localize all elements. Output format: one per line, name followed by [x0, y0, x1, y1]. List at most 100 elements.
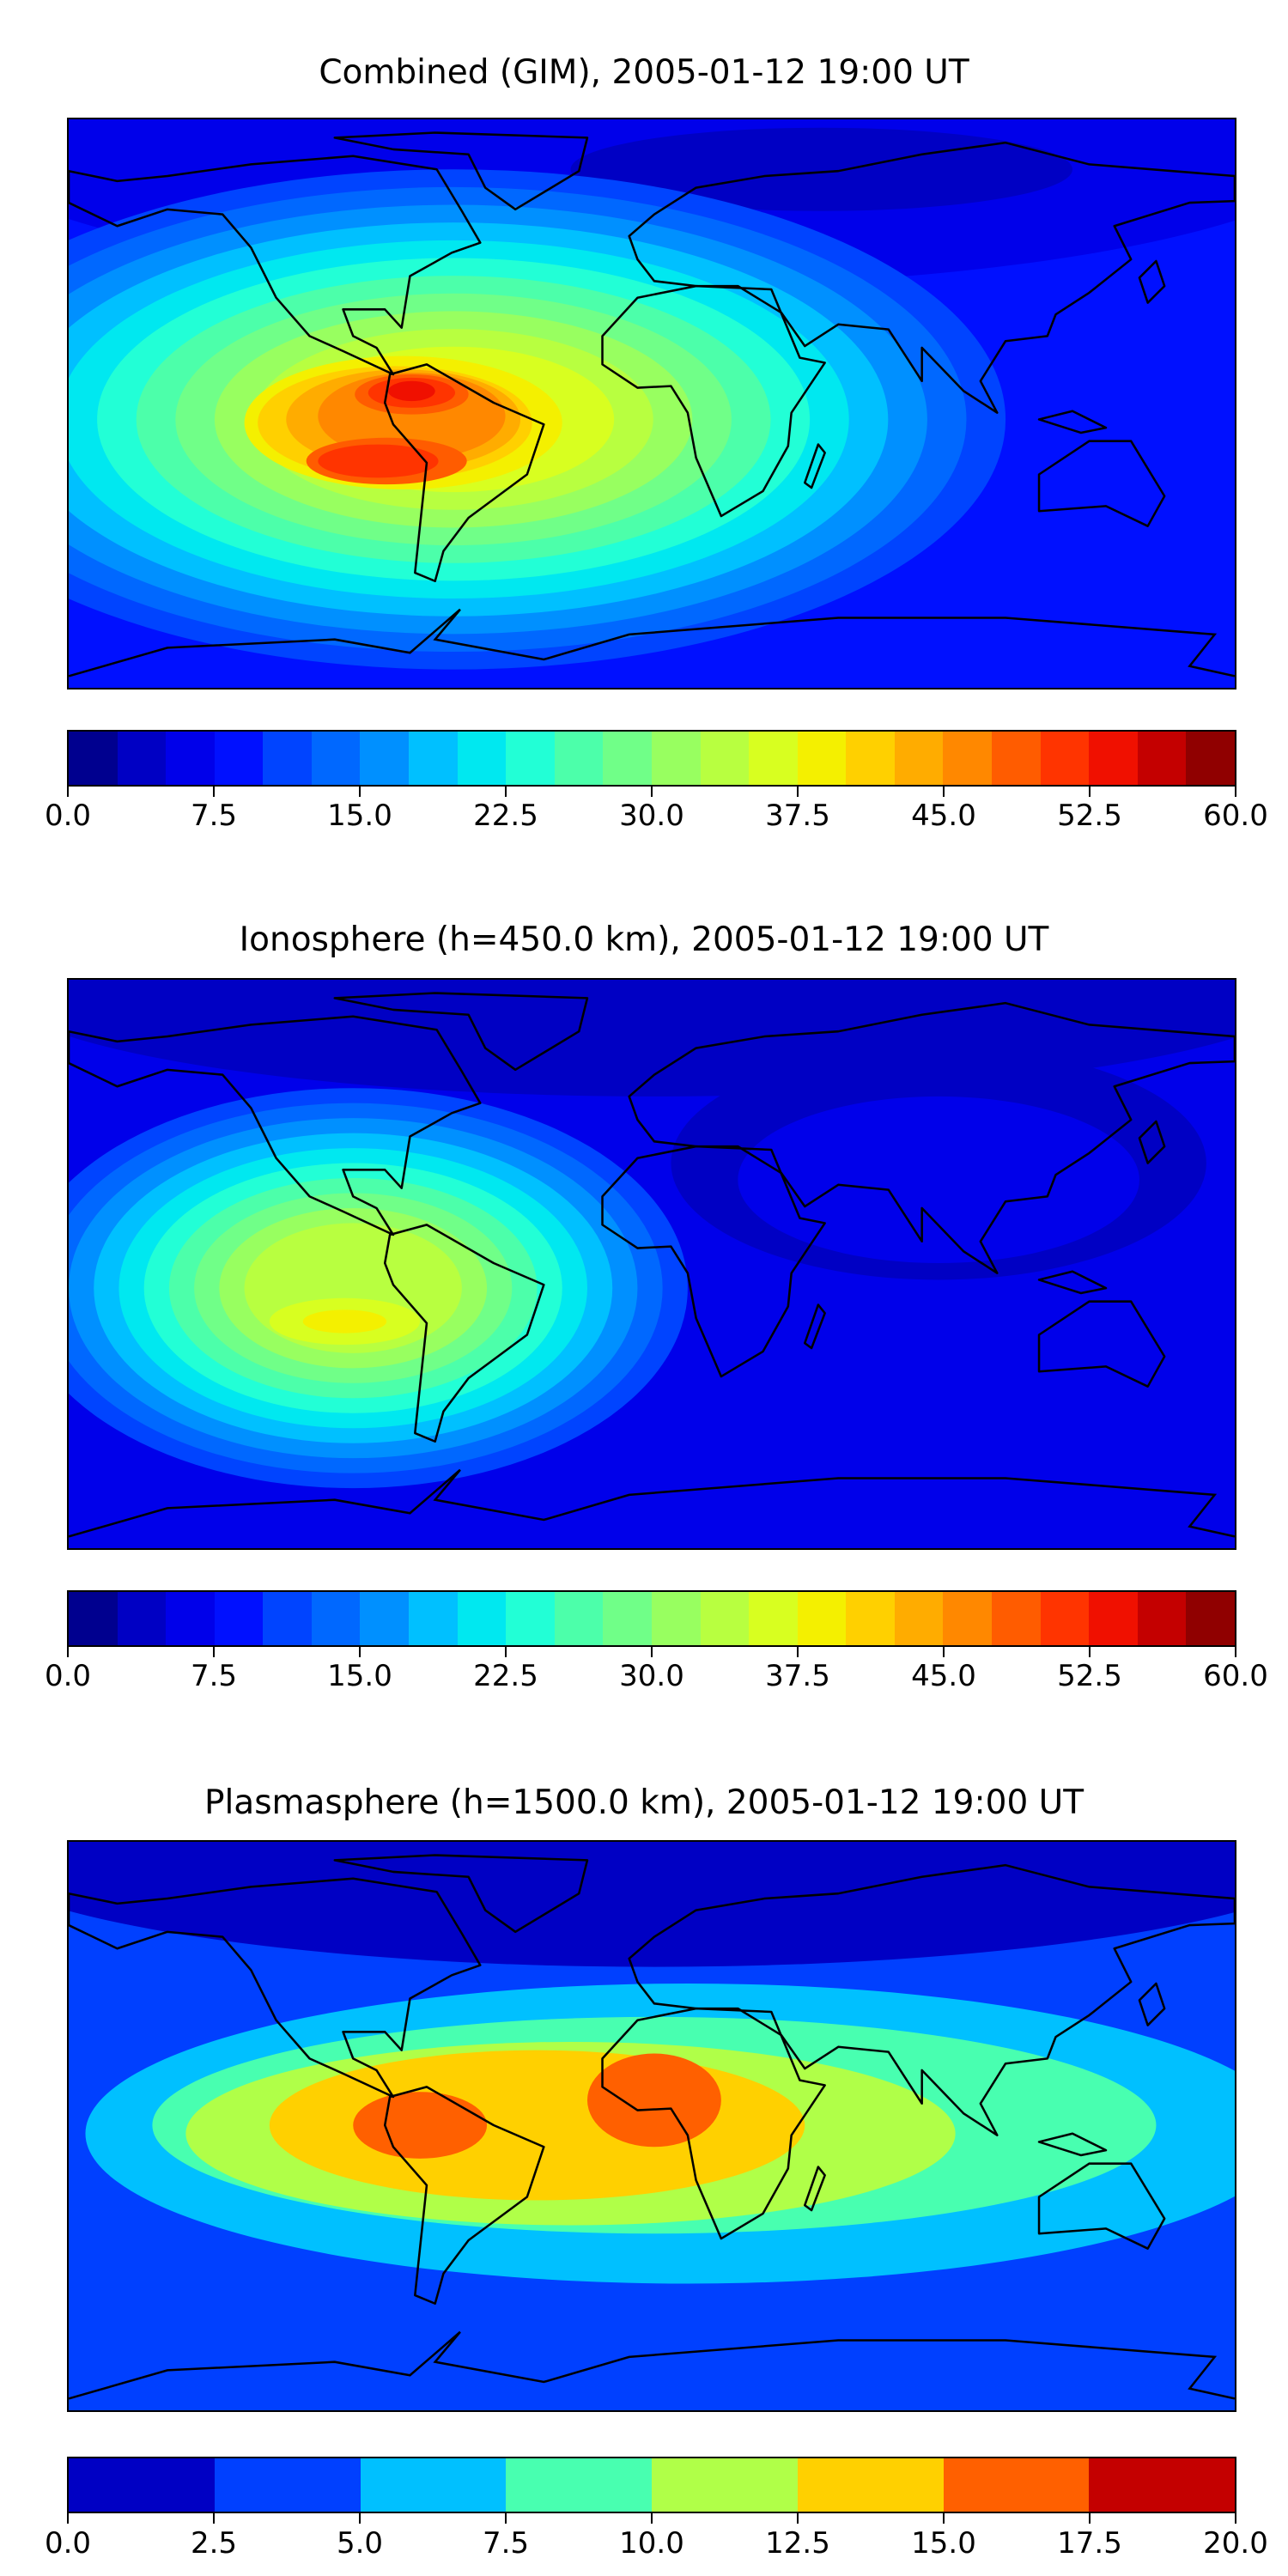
plot-title: Combined (GIM), 2005-01-12 19:00 UT [319, 53, 969, 92]
colorbar-segment [603, 732, 652, 785]
colorbar-segment [214, 2458, 361, 2512]
colorbar-segment [69, 732, 118, 785]
coastline-madagascar [804, 443, 826, 489]
colorbar-segment [943, 1592, 992, 1645]
colorbar-tick-label: 22.5 [473, 799, 538, 833]
colorbar-segment [360, 1592, 410, 1645]
plot-title: Plasmasphere (h=1500.0 km), 2005-01-12 1… [204, 1783, 1084, 1822]
colorbar-segment [214, 732, 264, 785]
colorbar-segment [311, 1592, 361, 1645]
colorbar-tick-label: 7.5 [190, 799, 238, 833]
coastline-sa [383, 2086, 545, 2306]
colorbar-segment [166, 732, 215, 785]
colorbar-segment [652, 2458, 798, 2512]
colorbar-segment [409, 732, 458, 785]
colorbar-tick-label: 37.5 [765, 799, 830, 833]
colorbar-segment [263, 1592, 312, 1645]
colorbar-segment [1186, 1592, 1235, 1645]
colorbar-segment [797, 732, 847, 785]
colorbar-segment [69, 2458, 215, 2512]
coastline-eurasia [628, 1001, 1235, 1274]
colorbar-segment [603, 1592, 652, 1645]
colorbar-segment [1040, 732, 1090, 785]
coastline-na [69, 155, 482, 376]
colorbar-segment [1089, 1592, 1138, 1645]
coastline-madagascar [804, 1303, 826, 1350]
colorbar-segment [214, 1592, 264, 1645]
colorbar-tick-mark [67, 787, 69, 797]
colorbar-tick-mark [797, 2513, 799, 2524]
colorbar-tick-label: 7.5 [190, 1659, 238, 1693]
colorbar-tick-label: 5.0 [336, 2526, 384, 2561]
coastline-greenland [333, 992, 589, 1072]
colorbar-segment [846, 1592, 895, 1645]
colorbar-tick-label: 20.0 [1203, 2526, 1268, 2561]
coastline-na [69, 1877, 482, 2099]
coastline-japan [1138, 259, 1166, 304]
colorbar-segment [1089, 2458, 1235, 2512]
colorbar-segment [117, 1592, 167, 1645]
colorbar-tick-mark [797, 787, 799, 797]
contour-level-6 [353, 2092, 488, 2159]
contour-level-2 [738, 1096, 1139, 1264]
colorbar-tick-label: 60.0 [1203, 1659, 1268, 1693]
coastline-greenland [333, 1854, 589, 1934]
colorbar-tick-mark [505, 1647, 507, 1657]
contour-level-15 [302, 1309, 387, 1334]
colorbar-tick-mark [1235, 2513, 1236, 2524]
colorbar-tick-label: 0.0 [44, 799, 92, 833]
contour-level-20 [318, 444, 439, 478]
colorbar-tick-label: 52.5 [1057, 799, 1122, 833]
colorbar-tick-mark [67, 2513, 69, 2524]
coastline-madagascar [804, 2166, 826, 2212]
colorbar-tick-label: 45.0 [911, 1659, 976, 1693]
colorbar-segment [991, 1592, 1041, 1645]
colorbar-tick-mark [505, 787, 507, 797]
coastline-australia [1037, 1300, 1166, 1388]
colorbar-tick-mark [1089, 1647, 1091, 1657]
colorbar-segment [1186, 732, 1235, 785]
colorbar-segment [554, 732, 604, 785]
colorbar-tick-mark [1235, 1647, 1236, 1657]
colorbar-segment [700, 1592, 750, 1645]
colorbar [67, 1590, 1236, 1647]
colorbar-segment [457, 732, 507, 785]
colorbar-segment [1137, 732, 1187, 785]
map-canvas [69, 1842, 1235, 2410]
coastline-indonesia [1037, 410, 1108, 434]
colorbar-tick-mark [213, 787, 215, 797]
colorbar-tick-mark [359, 1647, 361, 1657]
coastline-africa [601, 284, 826, 518]
colorbar-segment [1089, 732, 1138, 785]
colorbar-tick-label: 2.5 [190, 2526, 238, 2561]
colorbar-tick-label: 15.0 [327, 799, 392, 833]
colorbar-tick-label: 30.0 [619, 1659, 684, 1693]
contour-level-5 [269, 2050, 805, 2201]
colorbar-tick-mark [67, 1647, 69, 1657]
colorbar-tick-label: 60.0 [1203, 799, 1268, 833]
colorbar [67, 730, 1236, 787]
coastline-indonesia [1037, 1270, 1108, 1295]
colorbar-tick-mark [651, 787, 653, 797]
colorbar-segment [846, 732, 895, 785]
colorbar-tick-mark [1089, 2513, 1091, 2524]
colorbar-tick-label: 10.0 [619, 2526, 684, 2561]
colorbar-tick-mark [213, 1647, 215, 1657]
colorbar-segment [749, 732, 798, 785]
colorbar-segment [263, 732, 312, 785]
coastline-sa [383, 1224, 545, 1443]
colorbar-tick-mark [943, 787, 945, 797]
colorbar-tick-label: 7.5 [482, 2526, 530, 2561]
colorbar-tick-label: 15.0 [911, 2526, 976, 2561]
colorbar-segment [409, 1592, 458, 1645]
colorbar-segment [651, 1592, 701, 1645]
colorbar [67, 2457, 1236, 2513]
colorbar-segment [506, 732, 555, 785]
colorbar-tick-mark [359, 787, 361, 797]
coastline-indonesia [1037, 2132, 1108, 2157]
colorbar-tick-mark [1089, 787, 1091, 797]
coastline-antarctica [69, 2330, 1235, 2400]
coastline-eurasia [628, 1863, 1235, 2136]
colorbar-tick-label: 0.0 [44, 2526, 92, 2561]
colorbar-tick-mark [359, 2513, 361, 2524]
